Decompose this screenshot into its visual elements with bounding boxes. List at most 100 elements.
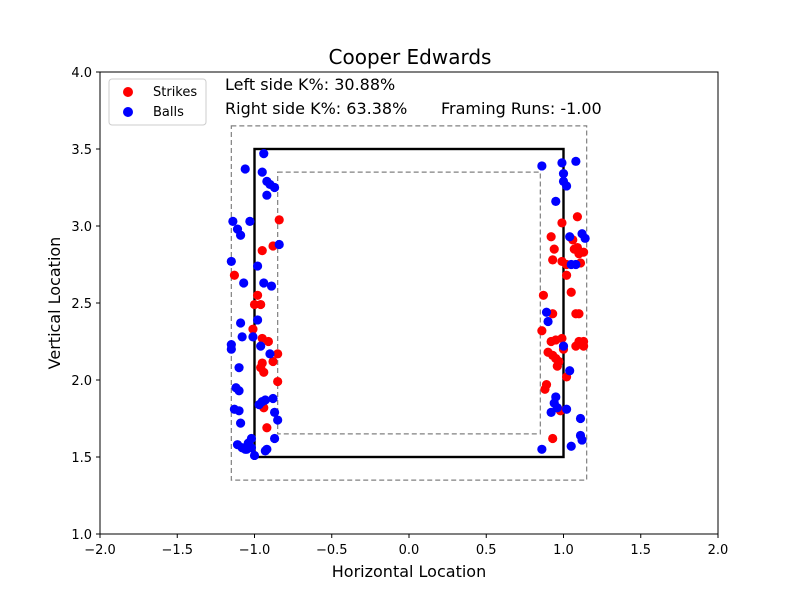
strikes-point	[273, 376, 283, 387]
strikes-point	[546, 232, 556, 242]
balls-point	[558, 169, 569, 179]
strikes-point	[257, 246, 267, 256]
strikes-point	[273, 349, 283, 359]
legend-balls-label: Balls	[153, 105, 184, 120]
balls-point	[269, 182, 280, 193]
balls-point	[249, 450, 260, 461]
x-tick-label: 1.5	[630, 543, 651, 558]
x-tick-label: 0.0	[399, 543, 420, 558]
balls-point	[537, 444, 547, 454]
x-tick-label: −1.5	[161, 543, 193, 558]
x-tick-label: 2.0	[708, 543, 729, 558]
strikes-point	[574, 309, 584, 319]
outer-shadow-zone	[230, 125, 588, 481]
y-tick-label: 1.5	[71, 451, 92, 466]
balls-point	[240, 164, 250, 174]
balls-point	[546, 407, 556, 417]
strikes-point	[566, 287, 576, 297]
balls-point	[565, 366, 575, 376]
balls-point	[580, 233, 590, 243]
balls-point	[565, 232, 575, 242]
balls-point	[268, 393, 278, 404]
strikes-point	[256, 299, 266, 310]
right-k-annotation: Right side K%: 63.38%	[225, 99, 407, 118]
strikes-point	[548, 433, 558, 444]
left-k-annotation: Left side K%: 30.88%	[225, 75, 395, 94]
strikes-point	[538, 290, 549, 300]
balls-point	[571, 156, 581, 166]
legend-strikes-label: Strikes	[153, 85, 197, 100]
balls-point	[226, 344, 236, 354]
legend-strikes-marker	[123, 87, 133, 97]
strikes-point	[252, 290, 263, 300]
points-layer	[226, 149, 590, 461]
y-tick-label: 2.5	[71, 297, 92, 312]
balls-point	[226, 256, 236, 267]
balls-point	[265, 349, 275, 359]
balls-point	[269, 407, 280, 417]
x-tick-label: −1.0	[239, 543, 271, 558]
balls-point	[577, 435, 587, 445]
balls-point	[248, 332, 258, 342]
balls-point	[257, 167, 267, 177]
balls-point	[237, 332, 247, 342]
x-axis-label: Horizontal Location	[332, 562, 486, 581]
balls-point	[543, 316, 553, 327]
x-axis: −2.0 −1.5 −1.0 −0.5 0.0 0.5 1.0 1.5 2.0	[84, 534, 728, 558]
legend-box	[108, 78, 207, 126]
legend: Strikes Balls	[108, 78, 207, 126]
balls-point	[575, 413, 586, 424]
strikes-point	[549, 244, 559, 254]
balls-point	[266, 281, 277, 291]
strikes-point	[259, 367, 269, 377]
strikes-point	[540, 384, 550, 394]
legend-balls-marker	[123, 107, 133, 117]
balls-point	[235, 230, 246, 240]
chart-title: Cooper Edwards	[329, 45, 492, 69]
y-tick-label: 2.0	[71, 374, 92, 389]
balls-point	[557, 158, 567, 168]
strikes-point	[263, 336, 274, 347]
balls-point	[274, 239, 284, 250]
strikes-point	[537, 326, 547, 336]
strikes-point	[229, 270, 240, 280]
balls-point	[566, 441, 576, 451]
balls-point	[259, 278, 269, 288]
balls-point	[235, 418, 246, 428]
balls-point	[561, 181, 572, 191]
strikes-point	[268, 356, 278, 367]
y-tick-label: 4.0	[71, 66, 92, 81]
balls-point	[551, 196, 561, 206]
balls-point	[541, 307, 552, 317]
balls-point	[239, 278, 249, 288]
strikes-point	[274, 215, 284, 225]
balls-point	[561, 404, 572, 414]
strikes-point	[557, 333, 567, 344]
strikes-point	[578, 247, 589, 257]
balls-point	[558, 341, 569, 351]
inner-shadow-zone	[277, 171, 541, 435]
strikes-point	[557, 218, 567, 228]
balls-point	[234, 406, 244, 416]
balls-point	[262, 444, 272, 454]
strikes-point	[552, 361, 562, 371]
balls-point	[537, 161, 547, 171]
balls-point	[262, 190, 272, 200]
balls-point	[228, 216, 238, 226]
balls-point	[234, 363, 244, 373]
y-axis: 1.0 1.5 2.0 2.5 3.0 3.5 4.0	[71, 66, 100, 543]
balls-point	[252, 315, 263, 325]
y-tick-label: 3.5	[71, 143, 92, 158]
x-tick-label: 1.0	[553, 543, 574, 558]
x-tick-label: −0.5	[316, 543, 348, 558]
balls-point	[252, 261, 263, 271]
strikes-point	[548, 255, 558, 265]
balls-point	[234, 386, 244, 396]
balls-point	[246, 433, 257, 444]
balls-point	[235, 318, 246, 328]
balls-point	[260, 395, 270, 405]
strikes-point	[572, 212, 583, 222]
framing-runs-annotation: Framing Runs: -1.00	[441, 99, 602, 118]
